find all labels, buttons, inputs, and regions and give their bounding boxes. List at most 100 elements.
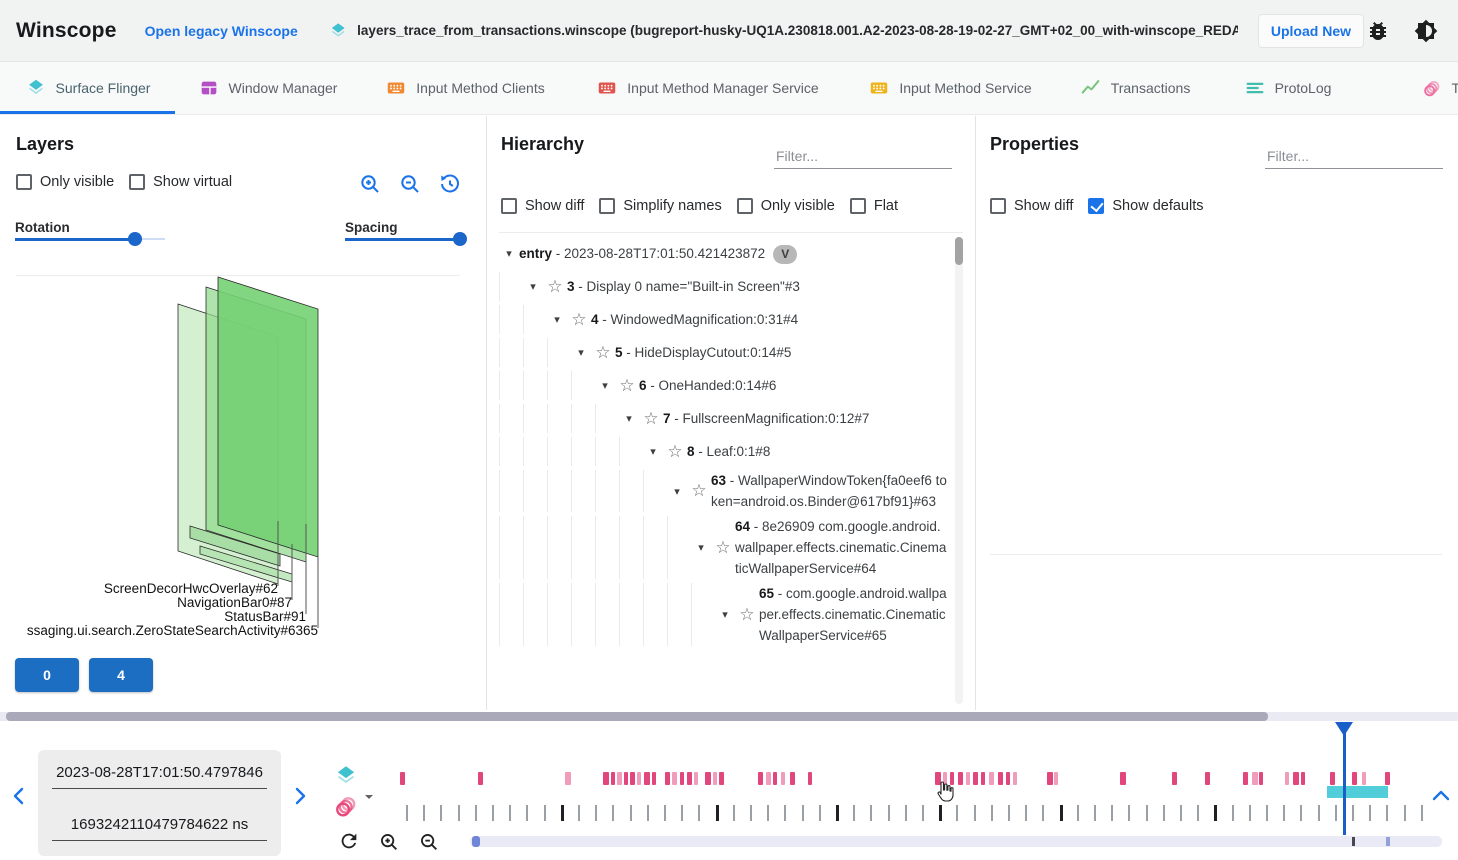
sf-event-mark[interactable]: [603, 772, 609, 785]
expand-arrow-icon[interactable]: ▾: [698, 542, 704, 554]
refresh-icon[interactable]: [338, 830, 360, 852]
sf-event-mark[interactable]: [973, 772, 978, 785]
layer-rect[interactable]: [217, 276, 319, 558]
prev-entry-icon[interactable]: [10, 786, 28, 806]
tree-node[interactable]: ▾ ☆ 3 - Display 0 name="Built-in Screen"#3: [487, 270, 951, 303]
transaction-tick[interactable]: [646, 805, 649, 821]
tab-window-manager[interactable]: Window Manager: [175, 62, 360, 114]
sf-event-mark[interactable]: [637, 772, 641, 785]
checkbox-unchecked-icon[interactable]: [736, 198, 753, 214]
timeline-scrollbar-thumb[interactable]: [6, 712, 1268, 721]
sf-event-mark[interactable]: [1047, 772, 1053, 785]
transaction-tick[interactable]: [492, 805, 494, 821]
checkbox-simplify-names[interactable]: Simplify names: [599, 198, 722, 214]
layer-name-label[interactable]: ScreenDecorHwcOverlay#62: [103, 581, 278, 596]
transaction-tick[interactable]: [526, 805, 529, 821]
checkbox-checked-icon[interactable]: [1088, 198, 1105, 214]
sf-event-mark[interactable]: [1013, 772, 1017, 785]
transaction-tick[interactable]: [922, 805, 924, 821]
sf-event-mark[interactable]: [1205, 772, 1210, 785]
sf-event-mark[interactable]: [1006, 772, 1010, 785]
transaction-tick[interactable]: [1128, 805, 1131, 821]
sf-event-mark[interactable]: [790, 772, 795, 785]
expand-arrow-icon[interactable]: ▾: [602, 380, 608, 392]
sf-event-mark[interactable]: [565, 772, 571, 785]
slider-thumb[interactable]: [128, 232, 142, 246]
zoom-in-icon[interactable]: [358, 172, 382, 196]
transaction-tick[interactable]: [973, 805, 976, 821]
reset-view-icon[interactable]: [438, 172, 462, 196]
transaction-tick[interactable]: [956, 805, 959, 821]
tree-node[interactable]: ▾ ☆ 63 - WallpaperWindowToken{fa0eef6 toke…: [487, 468, 951, 514]
open-legacy-winscope-link[interactable]: Open legacy Winscope: [144, 22, 298, 39]
transaction-tick[interactable]: [595, 805, 598, 821]
sf-event-mark[interactable]: [611, 772, 615, 785]
transaction-tick[interactable]: [543, 805, 546, 821]
transaction-tick[interactable]: [732, 805, 735, 821]
layers-3d-view[interactable]: [0, 266, 486, 666]
timeline-range-bar[interactable]: [470, 836, 1442, 847]
transaction-tick[interactable]: [1369, 805, 1372, 821]
sf-event-mark[interactable]: [680, 772, 684, 785]
transaction-tick[interactable]: [1180, 805, 1182, 821]
transaction-tick[interactable]: [1025, 805, 1028, 821]
sf-event-mark[interactable]: [998, 772, 1003, 785]
sf-event-mark[interactable]: [1120, 772, 1126, 785]
transaction-tick[interactable]: [1403, 805, 1406, 821]
transaction-tick[interactable]: [1197, 805, 1200, 821]
sf-event-mark[interactable]: [624, 772, 628, 785]
tree-node[interactable]: ▾ ☆ 8 - Leaf:0:1#8: [487, 435, 951, 468]
sf-event-mark[interactable]: [966, 772, 970, 785]
layer-rect[interactable]: [189, 525, 281, 567]
transaction-tick[interactable]: [767, 805, 770, 821]
transaction-tick[interactable]: [578, 805, 580, 821]
checkbox-flat[interactable]: Flat: [849, 198, 898, 214]
transaction-tick[interactable]: [1231, 805, 1234, 821]
slider-thumb[interactable]: [453, 232, 468, 246]
transaction-tick[interactable]: [457, 805, 460, 821]
transaction-tick[interactable]: [750, 805, 752, 821]
transaction-tick[interactable]: [1352, 805, 1354, 821]
sf-event-mark[interactable]: [644, 772, 650, 785]
checkbox-only-visible[interactable]: Only visible: [736, 198, 835, 214]
sf-event-mark[interactable]: [1285, 772, 1289, 785]
sf-event-mark[interactable]: [713, 772, 717, 785]
tab-transactions[interactable]: Transactions: [1055, 62, 1215, 114]
transaction-tick[interactable]: [818, 805, 821, 821]
transaction-tick[interactable]: [1283, 805, 1286, 821]
tab-transitions[interactable]: Transitions: [1360, 62, 1458, 114]
bug-report-icon[interactable]: [1366, 19, 1390, 43]
sf-event-mark[interactable]: [950, 772, 954, 785]
sf-event-mark[interactable]: [758, 772, 763, 785]
transaction-tick[interactable]: [1420, 805, 1423, 821]
timeline-zoom-in-icon[interactable]: [378, 831, 400, 853]
sf-event-mark[interactable]: [981, 772, 985, 785]
tree-node[interactable]: ▾ ☆ 64 - 8e26909 com.google.android.wallpa…: [487, 514, 951, 581]
transaction-tick[interactable]: [1317, 805, 1320, 821]
timeline-range-thumb[interactable]: [472, 836, 480, 847]
timeline-zoom-out-icon[interactable]: [418, 831, 440, 853]
transaction-tick[interactable]: [887, 805, 890, 821]
zoom-out-icon[interactable]: [398, 172, 422, 196]
layer-name-label[interactable]: NavigationBar0#87: [177, 595, 292, 610]
transaction-tick[interactable]: [681, 805, 684, 821]
sf-event-mark[interactable]: [478, 772, 483, 785]
transaction-tick[interactable]: [629, 805, 632, 821]
transaction-tick[interactable]: [853, 805, 856, 821]
transaction-tick[interactable]: [1094, 805, 1096, 821]
surface-flinger-track-icon[interactable]: [333, 763, 359, 789]
display-id-button-0[interactable]: 0: [15, 658, 79, 692]
expand-arrow-icon[interactable]: ▾: [722, 609, 728, 621]
sf-event-mark[interactable]: [781, 772, 785, 785]
sf-event-mark[interactable]: [1293, 772, 1299, 785]
properties-filter-input[interactable]: [1265, 144, 1443, 169]
pin-star-icon[interactable]: ☆: [739, 604, 755, 624]
timeline-cursor[interactable]: [1343, 722, 1346, 835]
transaction-tick[interactable]: [1266, 805, 1268, 821]
transaction-tick[interactable]: [1008, 805, 1010, 821]
expand-arrow-icon[interactable]: ▾: [674, 485, 680, 498]
transaction-tick[interactable]: [1162, 805, 1165, 821]
pin-star-icon[interactable]: ☆: [595, 342, 611, 362]
sf-event-mark[interactable]: [665, 772, 670, 785]
transaction-tick[interactable]: [406, 805, 408, 821]
